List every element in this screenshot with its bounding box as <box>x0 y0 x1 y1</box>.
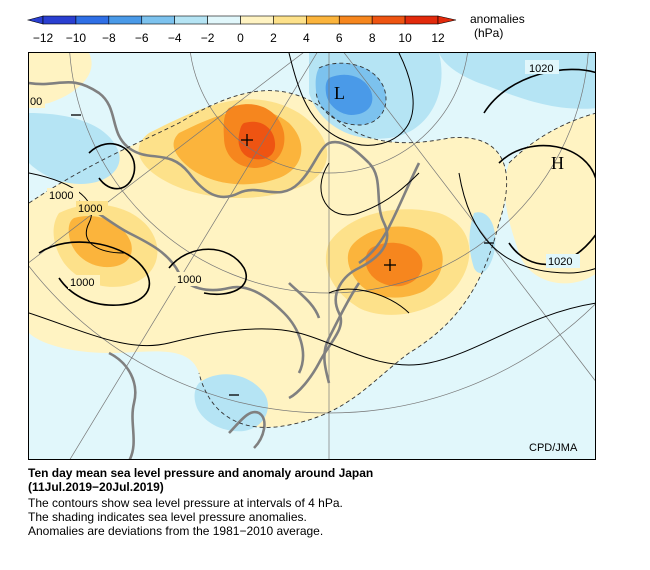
colorbar-tick-label: −10 <box>66 31 87 45</box>
contour-label: 1000 <box>78 203 102 215</box>
colorbar-cell <box>240 15 274 25</box>
colorbar-tick-label: 8 <box>369 31 376 45</box>
colorbar-tick-label: −12 <box>33 31 54 45</box>
colorbar-cell <box>273 15 307 25</box>
legend-title: anomalies <box>470 12 525 26</box>
contour-label: 1000 <box>49 190 73 202</box>
colorbar-tick-label: −6 <box>135 31 149 45</box>
contour-label: 00 <box>30 96 42 108</box>
map-credit: CPD/JMA <box>529 442 578 454</box>
colorbar-tick-label: 6 <box>336 31 343 45</box>
colorbar-tick-label: −4 <box>168 31 182 45</box>
colorbar-cell <box>108 15 143 25</box>
low-pressure-center: L <box>334 83 345 103</box>
caption-line: The contours show sea level pressure at … <box>28 496 343 510</box>
anomaly-contours <box>29 62 595 428</box>
pressure-isobars <box>29 53 595 366</box>
colorbar-tick-label: 2 <box>270 31 277 45</box>
caption-line: Anomalies are deviations from the 1981−2… <box>28 524 324 538</box>
colorbar-cell <box>75 15 110 25</box>
colorbar-tick-label: 0 <box>237 31 244 45</box>
colorbar-tick-label: −8 <box>102 31 116 45</box>
high-pressure-center: H <box>551 153 564 173</box>
caption-title: Ten day mean sea level pressure and anom… <box>28 466 374 480</box>
caption-line: The shading indicates sea level pressure… <box>28 510 307 524</box>
colorbar-cell <box>207 15 241 25</box>
colorbar-cell <box>42 15 77 25</box>
contour-label: 1020 <box>529 63 553 75</box>
colorbar-cell <box>404 15 439 25</box>
contour-label: 1000 <box>177 274 201 286</box>
contour-label: 1020 <box>548 256 572 268</box>
colorbar-tick-label: 12 <box>431 31 445 45</box>
coastlines <box>29 80 421 459</box>
colorbar-cell <box>306 15 340 25</box>
colorbar-tick-label: 10 <box>398 31 412 45</box>
colorbar-arrow-right <box>437 15 457 25</box>
anomaly-center-markers <box>71 114 494 396</box>
sea-level-pressure-map: 1020 1000 1000 1000 1000 1020 00 H L CPD… <box>28 52 596 460</box>
contour-label: 1000 <box>70 277 94 289</box>
colorbar-cell <box>371 15 406 25</box>
caption-period: (11Jul.2019−20Jul.2019) <box>28 480 164 494</box>
colorbar-tick-label: −2 <box>201 31 215 45</box>
colorbar-tick-label: 4 <box>303 31 310 45</box>
colorbar-arrow-left <box>26 15 44 25</box>
colorbar-cell <box>174 15 208 25</box>
legend-unit: (hPa) <box>474 26 504 40</box>
colorbar-cell <box>338 15 373 25</box>
colorbar-cell <box>141 15 175 25</box>
anomaly-colorbar: −12 −10 −8 −6 −4 −2 0 2 4 6 8 10 12 <box>26 15 457 45</box>
